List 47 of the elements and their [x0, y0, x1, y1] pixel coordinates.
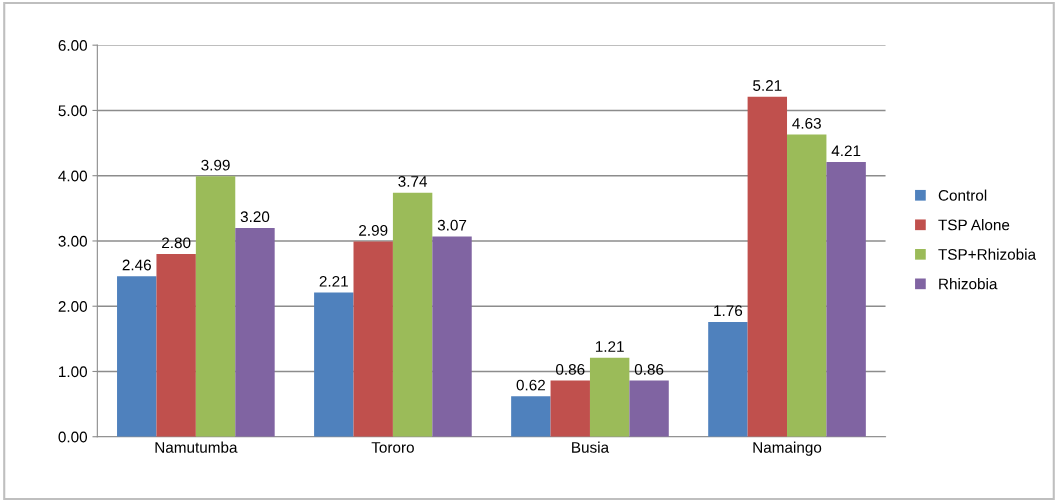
bar [511, 396, 551, 437]
y-tick-label: 1.00 [59, 366, 88, 378]
y-tick-label: 2.00 [58, 301, 88, 312]
y-tick-label: 0.00 [58, 431, 88, 443]
legend-label: Rhizobia [939, 278, 998, 290]
x-tick-label: Busia [572, 441, 610, 453]
data-label: 4.63 [792, 117, 821, 129]
legend-label: TSP+Rhizobia [938, 248, 1037, 260]
data-label: 0.62 [516, 379, 545, 391]
bar [550, 380, 590, 437]
bar [392, 192, 433, 437]
y-tick-label: 5.00 [58, 105, 88, 117]
data-label: 3.07 [437, 219, 467, 231]
bar [826, 162, 866, 437]
x-tick-label: Namutumba [155, 441, 238, 453]
bar [156, 254, 196, 437]
bar [235, 227, 275, 437]
data-label: 2.46 [122, 259, 151, 271]
bar [787, 134, 827, 437]
bar [117, 276, 157, 437]
data-label: 0.86 [555, 364, 585, 375]
data-label: 0.86 [634, 364, 664, 375]
data-label: 3.99 [201, 159, 230, 171]
data-label: 2.80 [162, 237, 191, 249]
data-label: 4.21 [831, 145, 861, 157]
bar [353, 241, 393, 437]
y-tick-label: 6.00 [58, 40, 88, 51]
x-tick-label: Tororo [371, 442, 414, 453]
legend-label: Control [938, 189, 987, 201]
data-label: 2.99 [359, 225, 388, 236]
bar [629, 380, 669, 437]
legend-label: TSP Alone [938, 219, 1010, 231]
y-tick-label: 4.00 [58, 170, 88, 182]
x-tick-label: Namaingo [753, 441, 822, 456]
bar [195, 176, 236, 437]
y-tick-label: 3.00 [58, 235, 88, 247]
data-label: 1.21 [595, 341, 624, 352]
bar [314, 292, 354, 437]
bar [708, 321, 748, 437]
data-label: 2.21 [319, 275, 348, 287]
bar [747, 96, 788, 437]
data-label: 3.20 [240, 211, 270, 223]
data-label: 3.74 [398, 176, 428, 187]
bar [432, 236, 472, 437]
data-label: 1.76 [714, 305, 743, 317]
data-label: 5.21 [753, 80, 782, 91]
bar [589, 357, 630, 437]
